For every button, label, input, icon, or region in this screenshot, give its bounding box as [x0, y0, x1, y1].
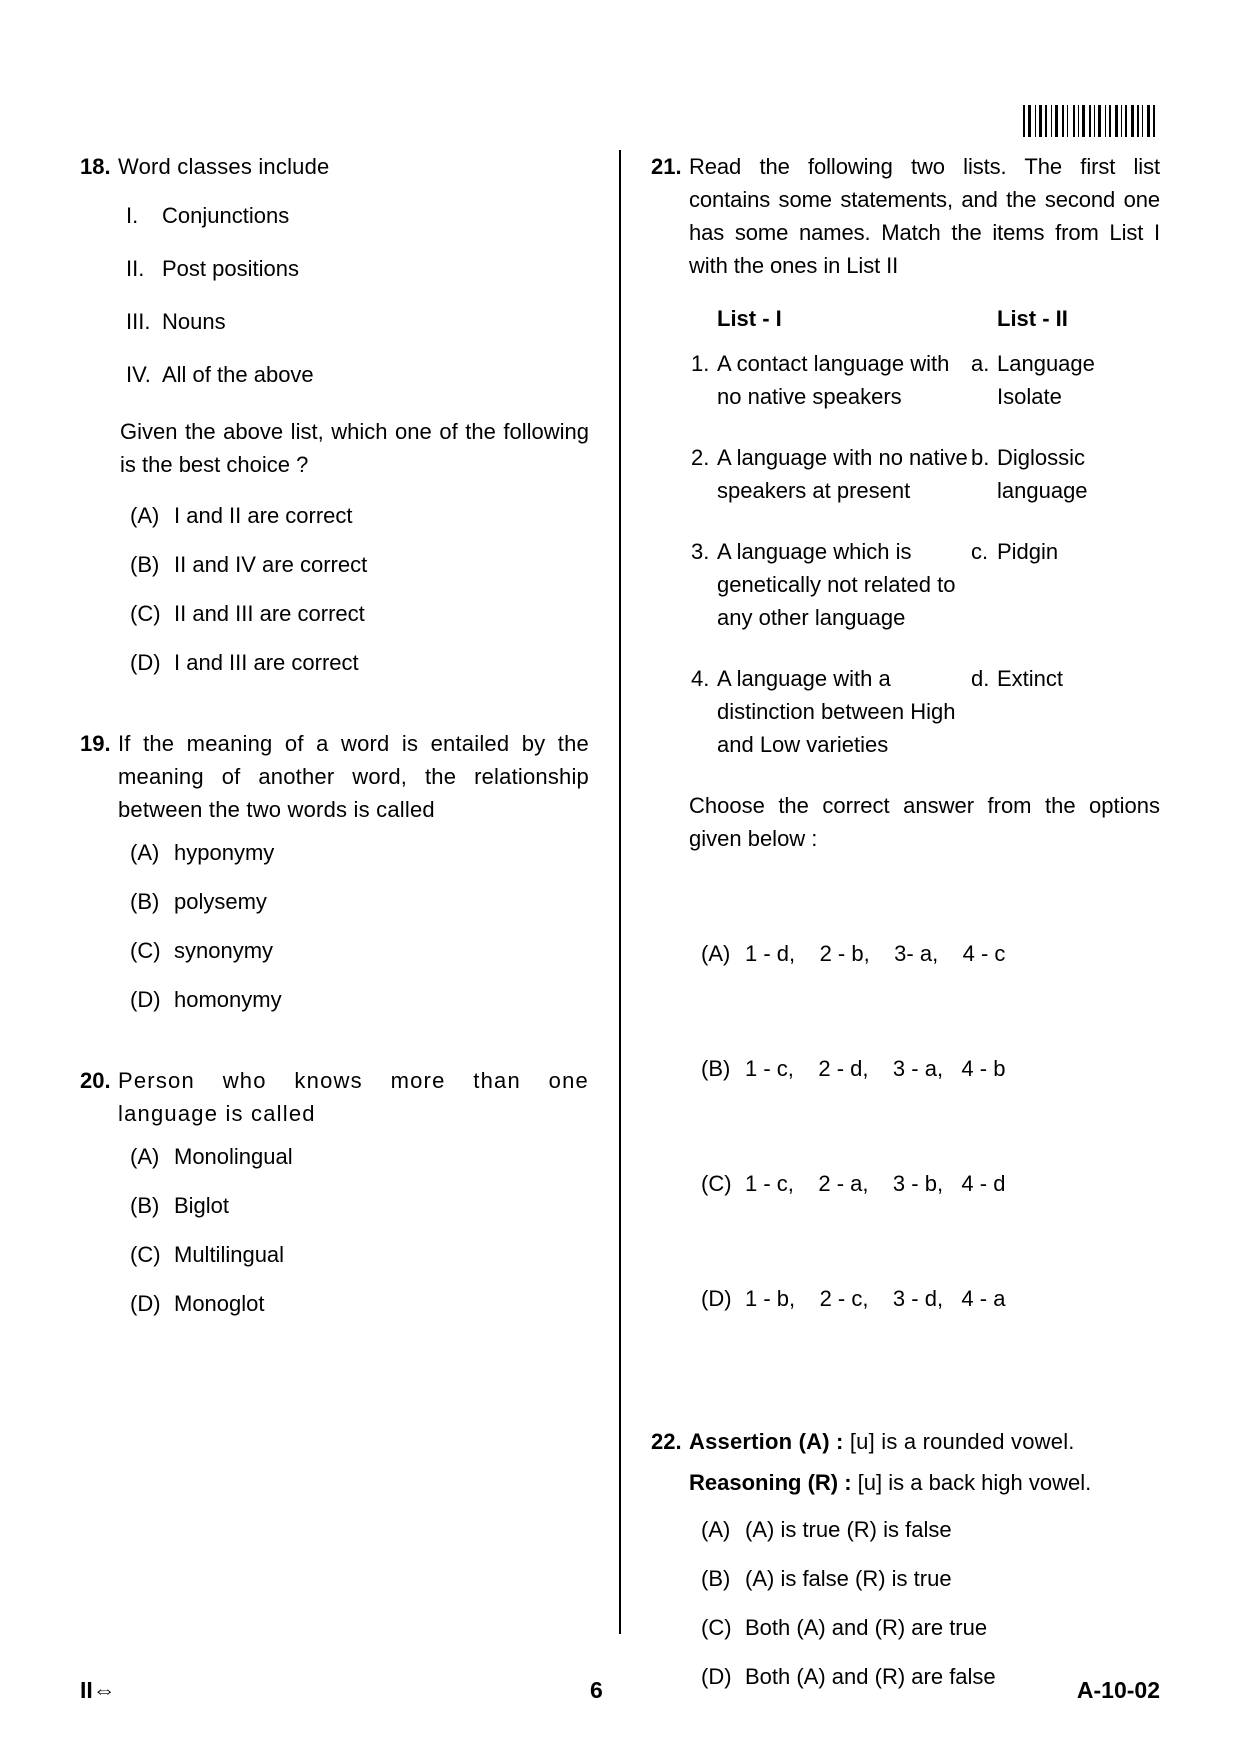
q22-number: 22.	[651, 1425, 689, 1458]
q21-options: (A)1 - d, 2 - b, 3- a, 4 - c (B)1 - c, 2…	[701, 871, 1160, 1397]
q18-sub-prompt: Given the above list, which one of the f…	[120, 415, 589, 481]
q18-text: Word classes include	[118, 150, 589, 183]
footer-page-number: 6	[590, 1677, 603, 1704]
q19-options: (A)hyponymy (B)polysemy (C)synonymy (D)h…	[130, 836, 589, 1016]
option-b: (B)Biglot	[130, 1189, 589, 1222]
match-row: 3.A language which is genetically not re…	[691, 535, 1160, 634]
option-c: (C)II and III are correct	[130, 597, 589, 630]
q20-number: 20.	[80, 1064, 118, 1130]
option-a: (A)hyponymy	[130, 836, 589, 869]
barcode-icon	[1023, 105, 1155, 137]
q22-assertion: Assertion (A) : [u] is a rounded vowel.	[689, 1425, 1160, 1458]
left-column: 18. Word classes include I.Conjunctions …	[80, 150, 609, 1634]
question-21: 21. Read the following two lists. The fi…	[651, 150, 1160, 1397]
q19-text: If the meaning of a word is entailed by …	[118, 727, 589, 826]
question-22: 22. Assertion (A) : [u] is a rounded vow…	[651, 1425, 1160, 1693]
option-d: (D)1 - b, 2 - c, 3 - d, 4 - a	[701, 1282, 1160, 1315]
option-a: (A)1 - d, 2 - b, 3- a, 4 - c	[701, 937, 1160, 970]
right-column: 21. Read the following two lists. The fi…	[631, 150, 1160, 1634]
q21-text: Read the following two lists. The first …	[689, 150, 1160, 282]
option-c: (C)synonymy	[130, 934, 589, 967]
q18-options: (A)I and II are correct (B)II and IV are…	[130, 499, 589, 679]
q18-number: 18.	[80, 150, 118, 183]
q20-text: Person who knows more than one language …	[118, 1064, 589, 1130]
q21-match-table: List - I List - II 1.A contact language …	[691, 302, 1160, 761]
q21-choose-prompt: Choose the correct answer from the optio…	[689, 789, 1160, 855]
page-footer: II⇔ 6 A-10-02	[80, 1677, 1160, 1704]
option-c: (C)Multilingual	[130, 1238, 589, 1271]
q21-number: 21.	[651, 150, 689, 282]
list1-header: List - I	[691, 302, 971, 335]
match-header: List - I List - II	[691, 302, 1160, 335]
question-19: 19. If the meaning of a word is entailed…	[80, 727, 589, 1016]
q22-reasoning: Reasoning (R) : [u] is a back high vowel…	[689, 1466, 1160, 1499]
column-divider	[619, 150, 621, 1634]
option-a: (A)Monolingual	[130, 1140, 589, 1173]
option-b: (B)1 - c, 2 - d, 3 - a, 4 - b	[701, 1052, 1160, 1085]
footer-left: II⇔	[80, 1677, 116, 1704]
option-c: (C)1 - c, 2 - a, 3 - b, 4 - d	[701, 1167, 1160, 1200]
match-row: 2.A language with no native speakers at …	[691, 441, 1160, 507]
q20-options: (A)Monolingual (B)Biglot (C)Multilingual…	[130, 1140, 589, 1320]
content-columns: 18. Word classes include I.Conjunctions …	[80, 150, 1160, 1634]
list-item: II.Post positions	[126, 252, 589, 285]
list2-header: List - II	[971, 302, 1160, 335]
match-row: 4.A language with a distinction between …	[691, 662, 1160, 761]
q18-roman-list: I.Conjunctions II.Post positions III.Nou…	[126, 199, 589, 391]
exam-page: 18. Word classes include I.Conjunctions …	[0, 0, 1240, 1754]
list-item: III.Nouns	[126, 305, 589, 338]
option-d: (D)Monoglot	[130, 1287, 589, 1320]
option-d: (D)I and III are correct	[130, 646, 589, 679]
footer-right: A-10-02	[1077, 1677, 1160, 1704]
option-b: (B)II and IV are correct	[130, 548, 589, 581]
q19-number: 19.	[80, 727, 118, 826]
option-a: (A)I and II are correct	[130, 499, 589, 532]
option-a: (A)(A) is true (R) is false	[701, 1513, 1160, 1546]
question-20: 20. Person who knows more than one langu…	[80, 1064, 589, 1320]
list-item: I.Conjunctions	[126, 199, 589, 232]
option-b: (B)(A) is false (R) is true	[701, 1562, 1160, 1595]
match-row: 1.A contact language with no native spea…	[691, 347, 1160, 413]
option-b: (B)polysemy	[130, 885, 589, 918]
option-c: (C)Both (A) and (R) are true	[701, 1611, 1160, 1644]
q22-options: (A)(A) is true (R) is false (B)(A) is fa…	[701, 1513, 1160, 1693]
question-18: 18. Word classes include I.Conjunctions …	[80, 150, 589, 679]
option-d: (D)homonymy	[130, 983, 589, 1016]
list-item: IV.All of the above	[126, 358, 589, 391]
